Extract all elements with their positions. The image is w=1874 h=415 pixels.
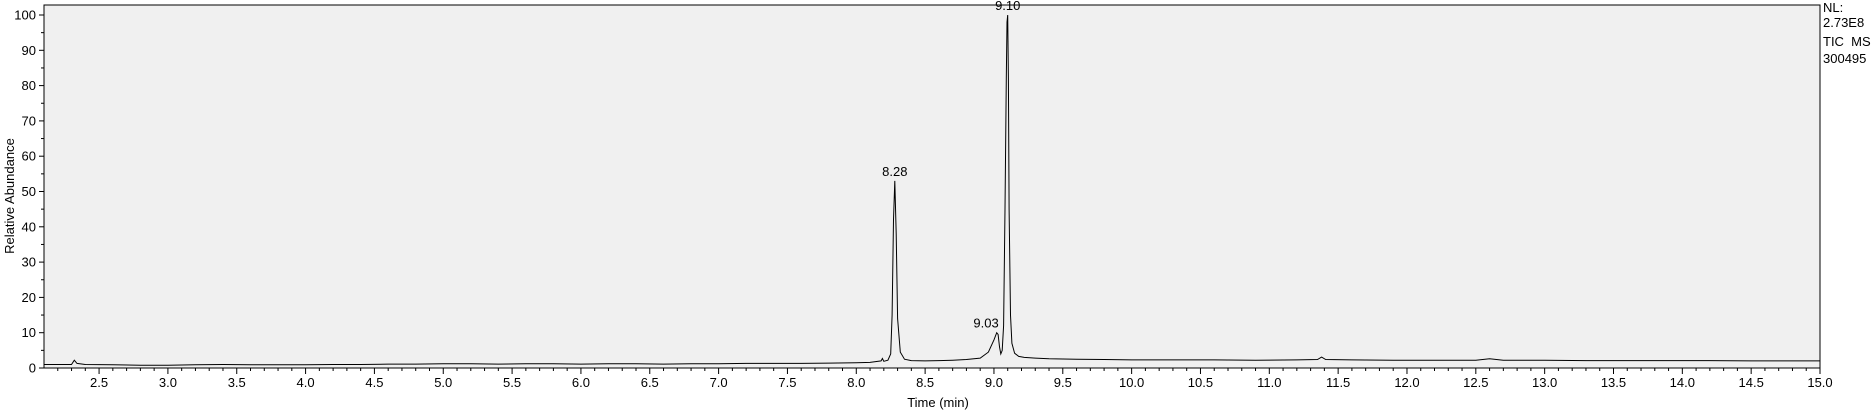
plot-area: [43, 4, 1821, 369]
x-tick-label: 12.0: [1394, 375, 1419, 390]
y-axis-title: Relative Abundance: [2, 138, 17, 254]
y-tick-label: 20: [22, 290, 36, 305]
x-tick-label: 14.5: [1739, 375, 1764, 390]
x-tick-label: 4.5: [365, 375, 383, 390]
x-tick-label: 13.0: [1532, 375, 1557, 390]
x-tick-label: 15.0: [1807, 375, 1832, 390]
y-axis-ticks: 0 10 20 30 40 50 60 70 80 90 100: [14, 8, 44, 376]
x-tick-label: 10.5: [1188, 375, 1213, 390]
x-axis-ticks: 2.5 3.0 3.5 4.0 4.5 5.0 5.5 6.0 6.5 7.0 7.5 8.0 8.5 9…: [57, 368, 1833, 390]
peak-labels: 8.28 9.03 9.10: [882, 0, 1020, 331]
x-tick-label: 13.5: [1601, 375, 1626, 390]
x-tick-label: 5.5: [503, 375, 521, 390]
x-tick-label: 6.0: [572, 375, 590, 390]
tic-trace: [44, 14, 1820, 366]
y-tick-label: 50: [22, 184, 36, 199]
y-tick-label: 80: [22, 78, 36, 93]
x-axis-title: Time (min): [907, 395, 969, 410]
info-file-id: 300495: [1823, 51, 1866, 66]
y-tick-label: 60: [22, 149, 36, 164]
info-nl-label: NL:: [1823, 0, 1843, 15]
y-tick-label: 100: [14, 8, 36, 23]
x-tick-label: 8.0: [847, 375, 865, 390]
info-scan-filter: TIC MS: [1823, 34, 1871, 49]
x-tick-label: 5.0: [434, 375, 452, 390]
info-nl-value: 2.73E8: [1823, 15, 1864, 30]
x-tick-label: 11.5: [1326, 375, 1350, 390]
x-tick-label: 9.0: [985, 375, 1003, 390]
info-block: NL: 2.73E8 TIC MS 300495: [1823, 0, 1871, 66]
x-tick-label: 8.5: [916, 375, 934, 390]
x-tick-label: 12.5: [1463, 375, 1488, 390]
x-tick-label: 7.0: [710, 375, 728, 390]
x-tick-label: 4.0: [297, 375, 315, 390]
y-tick-label: 10: [22, 325, 36, 340]
peak-label: 8.28: [882, 164, 907, 179]
y-tick-label: 90: [22, 43, 36, 58]
x-tick-label: 7.5: [778, 375, 796, 390]
y-tick-label: 30: [22, 255, 36, 270]
x-tick-label: 11.0: [1257, 375, 1281, 390]
x-tick-label: 9.5: [1054, 375, 1072, 390]
y-tick-label: 40: [22, 219, 36, 234]
y-tick-label: 70: [22, 113, 36, 128]
peak-label: 9.10: [995, 0, 1020, 13]
x-tick-label: 14.0: [1670, 375, 1695, 390]
peak-label: 9.03: [973, 316, 998, 331]
x-tick-label: 6.5: [641, 375, 659, 390]
x-tick-label: 10.0: [1119, 375, 1144, 390]
y-tick-label: 0: [29, 361, 36, 376]
x-tick-label: 3.5: [228, 375, 246, 390]
x-tick-label: 3.0: [159, 375, 177, 390]
x-tick-label: 2.5: [90, 375, 108, 390]
